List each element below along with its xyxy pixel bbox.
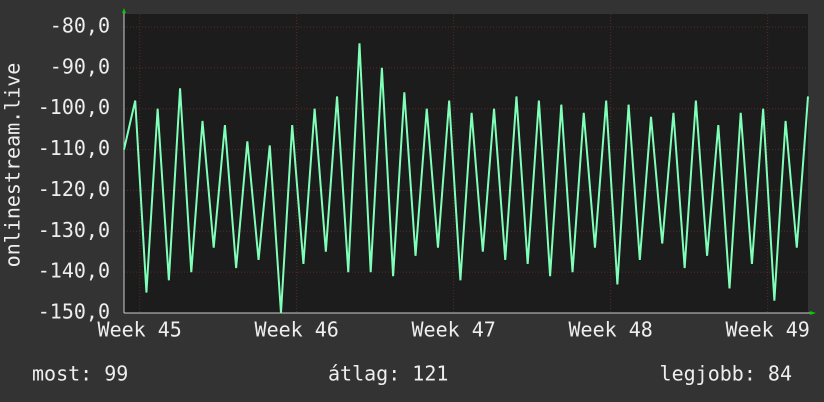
plot-area <box>124 14 808 313</box>
axis-arrow <box>810 311 816 315</box>
y-tick-label: -100,0 <box>38 95 110 119</box>
x-tick-label: Week 45 <box>98 318 182 342</box>
y-tick-label: -140,0 <box>38 259 110 283</box>
x-tick-label: Week 46 <box>255 318 339 342</box>
axis-arrow <box>122 8 126 13</box>
y-tick-label: -150,0 <box>38 300 110 324</box>
y-axis-label: onlinestream.live <box>1 63 25 268</box>
data-line <box>123 43 809 314</box>
footer-average: átlag: 121 <box>328 362 448 386</box>
y-tick-label: -90,0 <box>50 54 110 78</box>
y-tick-label: -120,0 <box>38 177 110 201</box>
y-tick-label: -130,0 <box>38 218 110 242</box>
x-tick-label: Week 47 <box>412 318 496 342</box>
x-tick-label: Week 49 <box>725 318 809 342</box>
footer-best: legjobb: 84 <box>660 362 792 386</box>
x-tick-label: Week 48 <box>569 318 653 342</box>
y-tick-label: -80,0 <box>50 14 110 38</box>
footer-current: most: 99 <box>32 362 128 386</box>
y-tick-label: -110,0 <box>38 136 110 160</box>
